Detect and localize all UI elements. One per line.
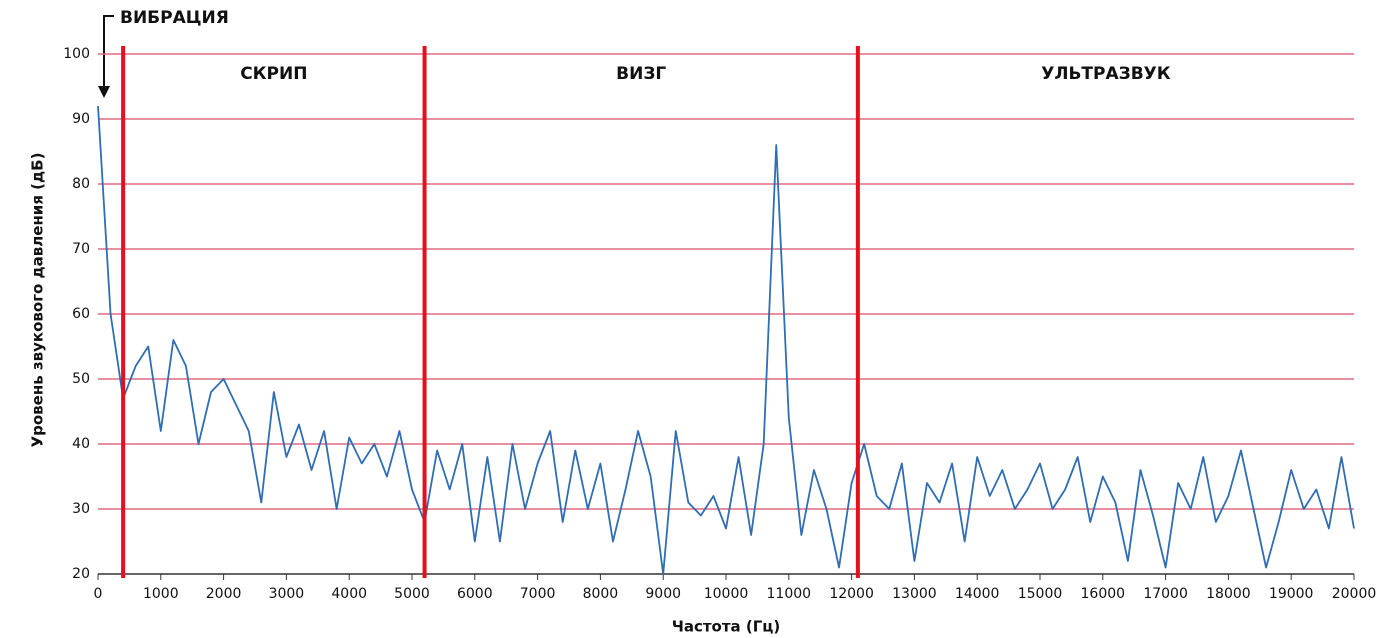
- y-tick-label: 40: [72, 436, 90, 452]
- x-tick-label: 10000: [704, 586, 749, 602]
- line: [97, 105, 1355, 575]
- x-tick-label: 4000: [331, 586, 367, 602]
- y-axis-label: Уровень звукового давления (дБ): [29, 153, 47, 448]
- x-tick-label: 15000: [1018, 586, 1063, 602]
- region-label: СКРИП: [240, 64, 307, 84]
- x-axis-label: Частота (Гц): [672, 618, 781, 636]
- x-tick-label: 0: [94, 586, 103, 602]
- y-tick-label: 60: [72, 306, 90, 322]
- x-tick-label: 9000: [645, 586, 681, 602]
- x-tick-label: 3000: [269, 586, 305, 602]
- x-tick-label: 12000: [829, 586, 874, 602]
- x-tick-label: 6000: [457, 586, 493, 602]
- x-tick-label: 16000: [1081, 586, 1126, 602]
- arrow-head: [98, 86, 110, 98]
- x-tick-label: 18000: [1206, 586, 1251, 602]
- x-tick-label: 14000: [955, 586, 1000, 602]
- x-tick-label: 19000: [1269, 586, 1314, 602]
- y-tick-label: 30: [72, 501, 90, 517]
- y-tick-label: 80: [72, 176, 90, 192]
- region-label: ВИЗГ: [616, 64, 666, 84]
- x-tick-label: 5000: [394, 586, 430, 602]
- y-tick-label: 50: [72, 371, 90, 387]
- y-tick-label: 70: [72, 241, 90, 257]
- region-label: УЛЬТРАЗВУК: [1041, 64, 1171, 84]
- x-tick-label: 8000: [583, 586, 619, 602]
- x-tick-label: 7000: [520, 586, 556, 602]
- y-tick-label: 90: [72, 111, 90, 127]
- y-tick-label: 20: [72, 566, 90, 582]
- x-tick-label: 20000: [1332, 586, 1377, 602]
- x-tick-label: 11000: [767, 586, 812, 602]
- arrow: [103, 15, 114, 88]
- x-tick-label: 2000: [206, 586, 242, 602]
- y-tick-label: 100: [63, 46, 90, 62]
- x-tick-label: 17000: [1143, 586, 1188, 602]
- annotation: ВИБРАЦИЯ: [120, 8, 229, 28]
- x-tick-label: 13000: [892, 586, 937, 602]
- x-tick-label: 1000: [143, 586, 179, 602]
